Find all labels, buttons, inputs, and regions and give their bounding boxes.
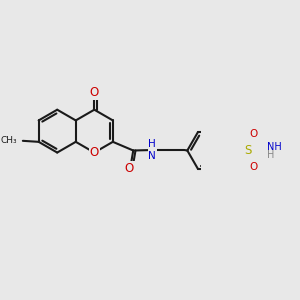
Text: NH: NH: [267, 142, 282, 152]
Text: CH₃: CH₃: [1, 136, 17, 145]
Text: O: O: [124, 162, 134, 175]
Text: O: O: [90, 86, 99, 99]
Text: O: O: [90, 146, 99, 159]
Text: H: H: [267, 150, 274, 161]
Text: O: O: [250, 162, 258, 172]
Text: S: S: [244, 144, 252, 157]
Text: O: O: [250, 129, 258, 139]
Text: H
N: H N: [148, 139, 156, 160]
